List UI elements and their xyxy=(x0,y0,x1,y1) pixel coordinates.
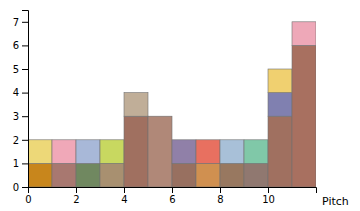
chart: 0 2 4 6 8 10 0 1 2 3 4 5 6 7 Pitch xyxy=(0,0,360,211)
bar-segment xyxy=(268,116,292,187)
y-tick: 3 xyxy=(13,111,28,122)
y-tick: 5 xyxy=(13,64,28,75)
y-tick-mark xyxy=(22,116,28,117)
y-tick: 6 xyxy=(13,40,28,51)
x-tick-label: 4 xyxy=(121,194,127,205)
bar-segment xyxy=(292,45,316,187)
bar-segment xyxy=(100,163,124,187)
bar-segment xyxy=(196,163,220,187)
bar-segment xyxy=(220,163,244,187)
y-tick-label: 4 xyxy=(13,87,19,98)
y-tick: 7 xyxy=(13,17,28,28)
y-tick-mark xyxy=(22,187,28,188)
y-tick-label: 3 xyxy=(13,111,19,122)
x-tick-label: 10 xyxy=(262,194,275,205)
bar-segment xyxy=(172,140,196,164)
x-tick: 8 xyxy=(217,187,223,205)
y-tick-mark xyxy=(22,45,28,46)
bar-segment xyxy=(76,163,100,187)
x-axis: 0 2 4 6 8 10 xyxy=(25,187,316,205)
x-tick: 6 xyxy=(169,187,175,205)
y-tick-label: 6 xyxy=(13,40,19,51)
bar-segment xyxy=(52,163,76,187)
y-tick: 1 xyxy=(13,158,28,169)
bar-segment xyxy=(244,163,268,187)
bars xyxy=(28,22,316,187)
bar-segment xyxy=(100,140,124,164)
bar-segment xyxy=(52,140,76,164)
bar-segment xyxy=(268,93,292,117)
y-tick: 4 xyxy=(13,87,28,98)
y-tick: 0 xyxy=(13,182,28,193)
bar-segment xyxy=(28,140,52,164)
y-tick-label: 7 xyxy=(13,17,19,28)
x-tick-label: 8 xyxy=(217,194,223,205)
x-tick: 0 xyxy=(25,187,31,205)
bar-segment xyxy=(76,140,100,164)
bar-segment xyxy=(148,116,172,187)
x-tick-mark xyxy=(172,187,173,193)
x-tick-mark xyxy=(76,187,77,193)
x-tick-mark xyxy=(124,187,125,193)
y-tick-label: 2 xyxy=(13,135,19,146)
bar-segment xyxy=(268,69,292,93)
y-tick-label: 5 xyxy=(13,64,19,75)
x-tick: 10 xyxy=(262,187,275,205)
y-tick-mark xyxy=(22,163,28,164)
y-axis: 0 1 2 3 4 5 6 7 xyxy=(13,11,29,193)
y-tick: 2 xyxy=(13,135,28,146)
y-tick-mark xyxy=(22,93,28,94)
x-tick-label: 2 xyxy=(73,194,79,205)
bar-segment xyxy=(172,163,196,187)
bar-segment xyxy=(124,93,148,117)
y-tick-mark xyxy=(22,69,28,70)
x-axis-title: Pitch xyxy=(322,195,349,208)
bar-segment xyxy=(244,140,268,164)
bar-segment xyxy=(28,163,52,187)
y-tick-mark xyxy=(22,22,28,23)
x-tick-mark xyxy=(220,187,221,193)
x-axis-line xyxy=(29,188,317,194)
bar-segment xyxy=(196,140,220,164)
x-tick-label: 6 xyxy=(169,194,175,205)
bar-segment xyxy=(292,22,316,46)
y-tick-label: 0 xyxy=(13,182,19,193)
plot: 0 2 4 6 8 10 0 1 2 3 4 5 6 7 Pitch xyxy=(13,11,349,209)
x-tick-mark xyxy=(268,187,269,193)
y-tick-label: 1 xyxy=(13,158,19,169)
bar-segment xyxy=(220,140,244,164)
x-tick: 4 xyxy=(121,187,127,205)
bar-segment xyxy=(124,116,148,187)
x-tick-label: 0 xyxy=(25,194,31,205)
y-tick-mark xyxy=(22,140,28,141)
y-axis-line xyxy=(22,11,29,188)
x-tick: 2 xyxy=(73,187,79,205)
